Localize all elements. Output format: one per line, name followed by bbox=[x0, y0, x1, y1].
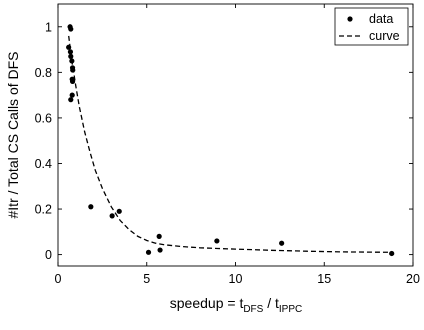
x-axis-label: speedup = tDFS / tIPPC bbox=[170, 295, 302, 315]
data-point bbox=[156, 233, 162, 239]
y-tick-label: 1 bbox=[45, 20, 52, 34]
data-point bbox=[67, 49, 74, 55]
legend: data curve bbox=[334, 7, 409, 46]
legend-box bbox=[334, 7, 409, 46]
x-tick-label: 15 bbox=[317, 272, 331, 286]
data-point bbox=[69, 92, 75, 98]
x-axis-label-sub-ippc: IPPC bbox=[279, 304, 302, 315]
x-axis-label-mid: / t bbox=[263, 295, 279, 311]
x-tick-label: 5 bbox=[143, 272, 150, 286]
data-point bbox=[70, 67, 76, 73]
data-point bbox=[68, 97, 74, 103]
data-point bbox=[66, 44, 72, 50]
data-point bbox=[145, 249, 152, 255]
fitted-curve bbox=[68, 35, 392, 253]
tick-group: 0 5 10 15 20 0 0.2 0.4 0.6 0.8 1 bbox=[35, 4, 420, 286]
data-point bbox=[116, 208, 122, 214]
points-layer bbox=[66, 24, 395, 257]
data-point bbox=[157, 247, 163, 253]
legend-marker-data bbox=[347, 16, 353, 22]
x-tick-label: 0 bbox=[55, 272, 62, 286]
legend-label-data: data bbox=[369, 12, 393, 26]
data-point bbox=[68, 53, 74, 60]
curve-layer bbox=[68, 35, 392, 253]
legend-label-curve: curve bbox=[369, 29, 400, 43]
data-point bbox=[389, 250, 395, 257]
y-tick-label: 0.8 bbox=[35, 66, 52, 80]
x-tick-label: 20 bbox=[406, 272, 420, 286]
data-point bbox=[214, 238, 220, 244]
data-point bbox=[88, 204, 94, 210]
y-tick-label: 0.2 bbox=[35, 203, 52, 217]
data-point bbox=[109, 213, 115, 219]
x-axis-label-sub-dfs: DFS bbox=[243, 304, 263, 315]
x-tick-label: 10 bbox=[229, 272, 243, 286]
y-tick-label: 0.4 bbox=[35, 157, 52, 171]
data-point bbox=[68, 26, 74, 32]
y-tick-label: 0.6 bbox=[35, 111, 52, 125]
y-axis-label: #Itr / Total CS Calls of DFS bbox=[5, 51, 21, 218]
data-point bbox=[69, 78, 76, 85]
x-axis-label-main: speedup = t bbox=[170, 295, 244, 311]
y-tick-label: 0 bbox=[45, 248, 52, 262]
data-point bbox=[279, 240, 285, 246]
data-point bbox=[69, 58, 75, 64]
